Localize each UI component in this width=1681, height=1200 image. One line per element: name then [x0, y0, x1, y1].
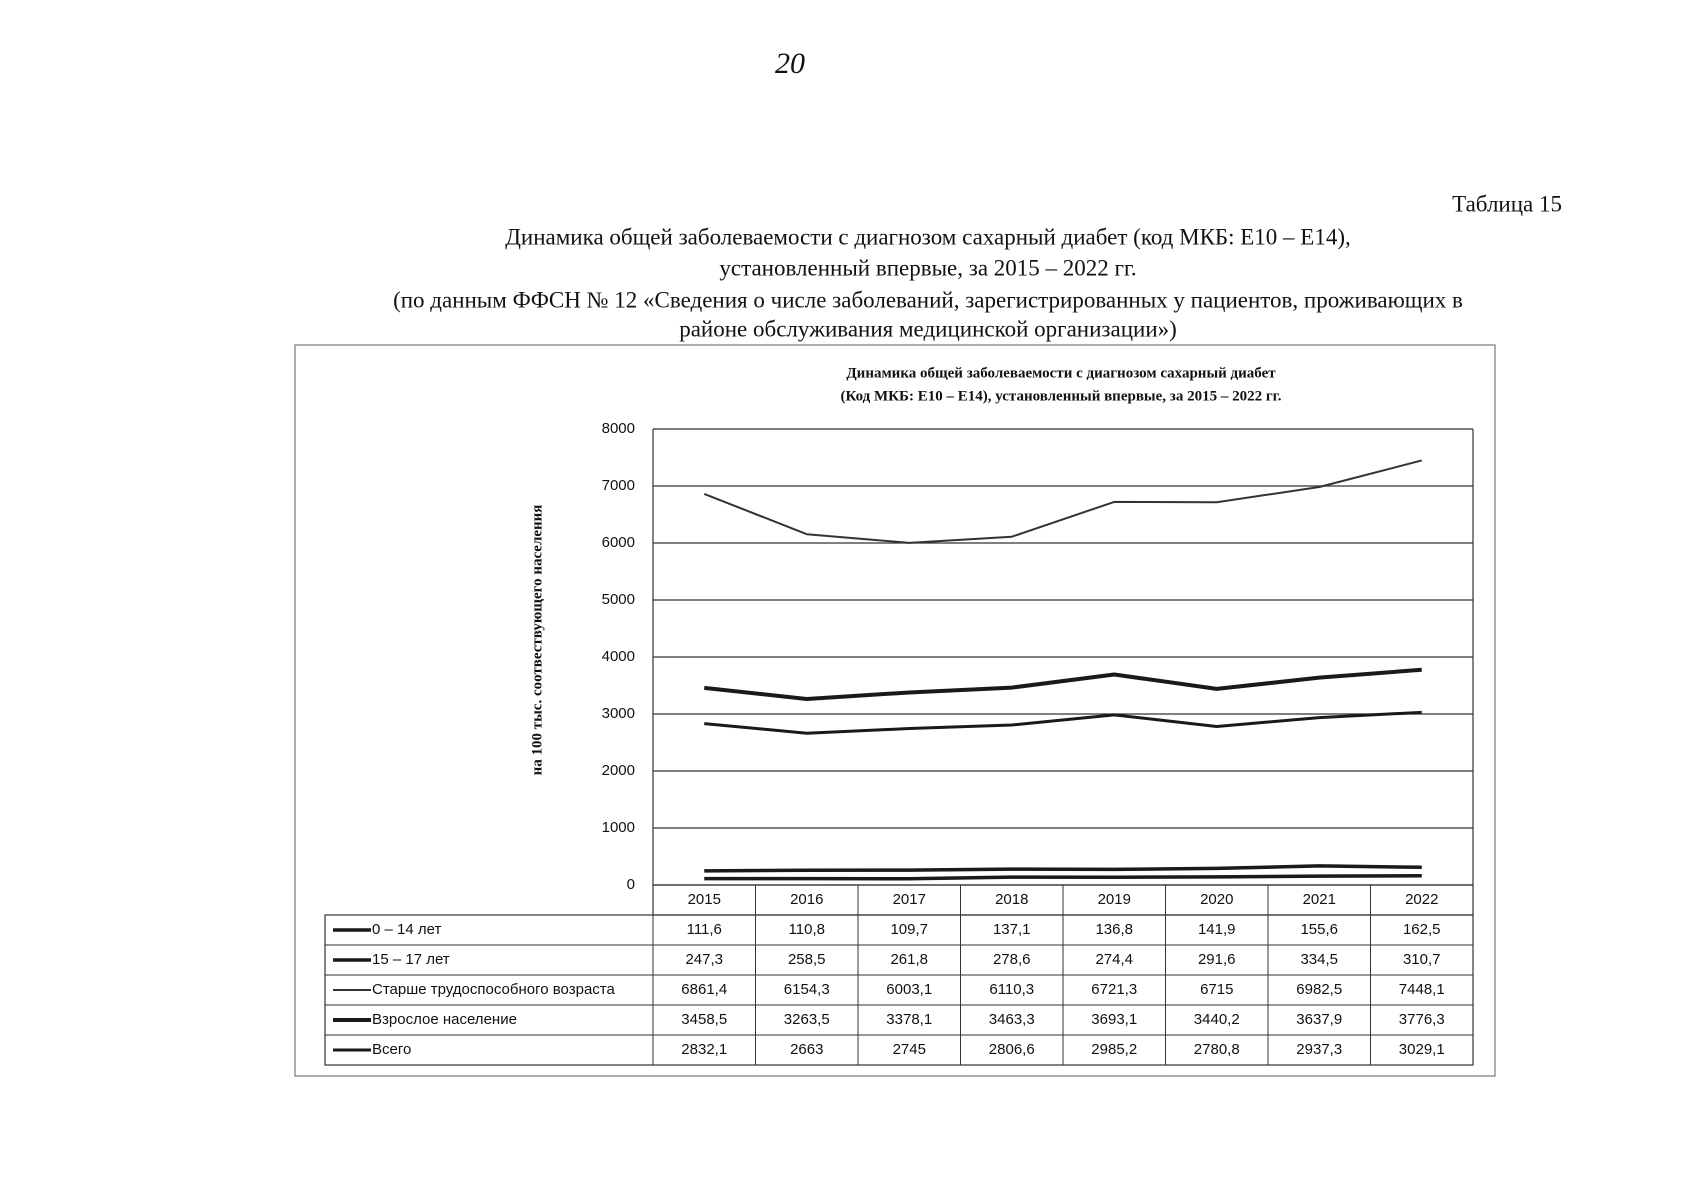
table-value: 3378,1	[886, 1011, 932, 1028]
table-value: 155,6	[1300, 921, 1338, 938]
x-tick-label: 2016	[790, 891, 823, 908]
table-value: 2937,3	[1296, 1041, 1342, 1058]
x-tick-label: 2022	[1405, 891, 1438, 908]
table-value: 3440,2	[1194, 1011, 1240, 1028]
data-line	[704, 873, 1422, 881]
table-value: 2663	[790, 1041, 823, 1058]
table-value: 111,6	[687, 921, 722, 938]
table-value: 258,5	[788, 951, 826, 968]
table-value: 2745	[893, 1041, 926, 1058]
y-tick-label: 2000	[602, 762, 635, 779]
legend-label: Всего	[372, 1041, 411, 1058]
y-tick-label: 1000	[602, 819, 635, 836]
y-tick-label: 7000	[602, 477, 635, 494]
table-value: 261,8	[890, 951, 928, 968]
y-tick-label: 3000	[602, 705, 635, 722]
table-value: 2832,1	[681, 1041, 727, 1058]
legend-label: Взрослое население	[372, 1011, 517, 1028]
data-line	[704, 710, 1422, 735]
table-value: 3776,3	[1399, 1011, 1445, 1028]
legend-label: Старше трудоспособного возраста	[372, 981, 615, 998]
table-value: 2780,8	[1194, 1041, 1240, 1058]
table-value: 2806,6	[989, 1041, 1035, 1058]
chart-title: Динамика общей заболеваемости с диагнозо…	[846, 365, 1276, 381]
chart-frame	[294, 344, 1496, 1077]
table-value: 3693,1	[1091, 1011, 1137, 1028]
table-value: 278,6	[993, 951, 1031, 968]
table-value: 6154,3	[784, 981, 830, 998]
table-value: 6721,3	[1091, 981, 1137, 998]
table-value: 334,5	[1300, 951, 1338, 968]
table-value: 6110,3	[989, 981, 1034, 998]
table-value: 310,7	[1403, 951, 1441, 968]
table-label: Таблица 15	[1452, 191, 1562, 216]
table-frame	[324, 914, 1474, 1066]
y-tick-label: 5000	[602, 591, 635, 608]
y-tick-label: 4000	[602, 648, 635, 665]
table-value: 3458,5	[681, 1011, 727, 1028]
data-line	[703, 459, 1423, 544]
table-value: 2985,2	[1091, 1041, 1137, 1058]
heading-line: Динамика общей заболеваемости с диагнозо…	[505, 224, 1351, 249]
table-value: 6715	[1200, 981, 1233, 998]
table-value: 3463,3	[989, 1011, 1035, 1028]
heading-line: (по данным ФФСН № 12 «Сведения о числе з…	[393, 287, 1463, 312]
heading-line: установленный впервые, за 2015 – 2022 гг…	[719, 255, 1136, 280]
legend-label: 0 – 14 лет	[372, 921, 441, 938]
x-tick-label: 2019	[1098, 891, 1131, 908]
y-tick-label: 6000	[602, 534, 635, 551]
table-value: 162,5	[1403, 921, 1441, 938]
table-value: 110,8	[789, 921, 825, 938]
y-axis-label: на 100 тыс. соотвествующего населения	[529, 505, 545, 776]
x-tick-label: 2017	[893, 891, 926, 908]
table-value: 6861,4	[681, 981, 727, 998]
heading-line: районе обслуживания медицинской организа…	[679, 316, 1177, 341]
table-value: 6003,1	[886, 981, 932, 998]
legend-label: 15 – 17 лет	[372, 951, 450, 968]
table-value: 6982,5	[1296, 981, 1342, 998]
data-line	[704, 864, 1422, 873]
table-value: 136,8	[1095, 921, 1133, 938]
table-value: 3637,9	[1296, 1011, 1342, 1028]
x-tick-label: 2021	[1303, 891, 1336, 908]
table-value: 3263,5	[784, 1011, 830, 1028]
y-tick-label: 0	[627, 876, 635, 893]
x-tick-label: 2015	[688, 891, 721, 908]
table-value: 274,4	[1095, 951, 1133, 968]
chart-title: (Код МКБ: E10 – E14), установленный впер…	[840, 388, 1281, 404]
table-value: 109,7	[890, 921, 928, 938]
table-value: 137,1	[993, 921, 1031, 938]
table-value: 291,6	[1198, 951, 1236, 968]
table-value: 247,3	[685, 951, 723, 968]
table-value: 7448,1	[1399, 981, 1445, 998]
x-tick-label: 2020	[1200, 891, 1233, 908]
page-number: 20	[775, 47, 805, 80]
data-line	[704, 667, 1422, 701]
table-value: 3029,1	[1399, 1041, 1445, 1058]
x-tick-label: 2018	[995, 891, 1028, 908]
table-value: 141,9	[1198, 921, 1236, 938]
y-tick-label: 8000	[602, 420, 635, 437]
